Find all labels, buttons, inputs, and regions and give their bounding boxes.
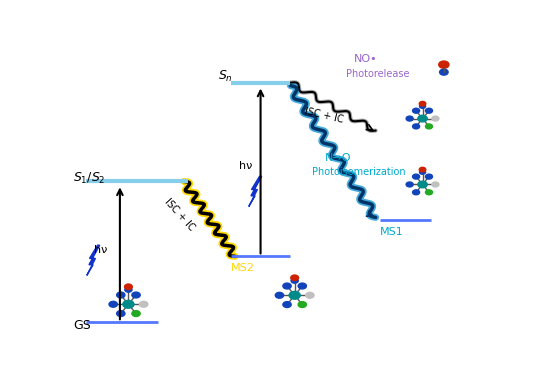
Circle shape <box>125 287 132 292</box>
Circle shape <box>412 174 420 179</box>
Text: GS: GS <box>73 319 91 332</box>
Circle shape <box>420 170 426 174</box>
Text: ISC + IC: ISC + IC <box>303 106 344 125</box>
Circle shape <box>412 108 420 113</box>
Circle shape <box>291 275 299 280</box>
Polygon shape <box>87 245 100 275</box>
Circle shape <box>298 301 306 307</box>
Text: MS1: MS1 <box>380 228 404 237</box>
Text: hν: hν <box>239 161 252 172</box>
Text: Photoisomerization: Photoisomerization <box>312 168 405 177</box>
Circle shape <box>132 311 140 317</box>
Circle shape <box>420 104 426 109</box>
Polygon shape <box>249 176 262 207</box>
Circle shape <box>132 292 140 298</box>
Circle shape <box>412 190 420 195</box>
Circle shape <box>298 283 306 289</box>
Circle shape <box>439 69 448 75</box>
Circle shape <box>117 311 125 317</box>
Text: N→O: N→O <box>324 152 351 163</box>
Circle shape <box>406 116 413 121</box>
Circle shape <box>283 283 291 289</box>
Circle shape <box>426 108 432 113</box>
Circle shape <box>412 124 420 129</box>
Circle shape <box>439 61 449 68</box>
Circle shape <box>291 278 298 283</box>
Circle shape <box>140 301 148 307</box>
Circle shape <box>306 293 314 298</box>
Circle shape <box>419 102 426 106</box>
Circle shape <box>432 182 439 187</box>
Text: MS2: MS2 <box>231 263 255 273</box>
Circle shape <box>289 291 300 299</box>
Circle shape <box>123 300 134 308</box>
Circle shape <box>418 181 427 188</box>
Text: $S_1/S_2$: $S_1/S_2$ <box>73 171 106 186</box>
Circle shape <box>406 182 413 187</box>
Text: Photorelease: Photorelease <box>346 68 409 79</box>
Circle shape <box>419 167 426 172</box>
Circle shape <box>418 115 427 122</box>
Text: NO•: NO• <box>354 54 378 64</box>
Circle shape <box>124 284 133 289</box>
Circle shape <box>426 190 432 195</box>
Circle shape <box>432 116 439 121</box>
Text: ISC + IC: ISC + IC <box>163 196 196 233</box>
Circle shape <box>275 293 284 298</box>
Text: hν: hν <box>95 245 108 255</box>
Circle shape <box>117 292 125 298</box>
Circle shape <box>426 174 432 179</box>
Text: $S_n$: $S_n$ <box>218 69 233 84</box>
Circle shape <box>283 301 291 307</box>
Circle shape <box>426 124 432 129</box>
Circle shape <box>109 301 117 307</box>
